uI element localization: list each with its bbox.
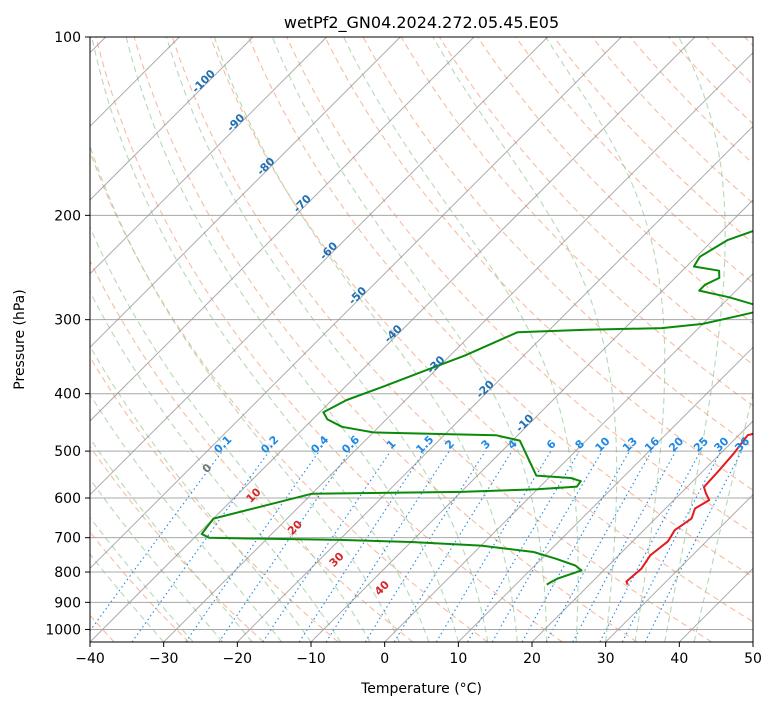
mixing-ratio-line: [491, 450, 603, 642]
background-lines: [90, 37, 753, 642]
isotherm: [90, 37, 475, 422]
isotherm: [531, 420, 753, 642]
x-tick-label: 0: [380, 651, 389, 667]
dry-adiabat: [629, 37, 753, 165]
y-tick-label: 1000: [45, 622, 81, 638]
dry-adiabat: [400, 37, 753, 407]
mixing-ratio-line: [393, 450, 513, 642]
dry-adiabat: [133, 37, 638, 642]
moist-adiabat: [90, 290, 341, 642]
moist-adiabat: [90, 393, 282, 642]
moist-adiabat: [90, 478, 224, 642]
dry-adiabat: [209, 37, 753, 623]
moist-adiabat: [271, 37, 548, 642]
profiles: [200, 229, 753, 586]
y-tick-label: 600: [54, 491, 81, 507]
x-axis-label: Temperature (°C): [360, 681, 482, 697]
x-tick-label: 20: [523, 651, 541, 667]
y-tick-label: 800: [54, 565, 81, 581]
dry-adiabat: [95, 37, 563, 642]
mixing-ratio-line: [298, 450, 425, 642]
isotherm: [90, 37, 622, 570]
isotherm: [384, 272, 753, 642]
isotherm: [90, 37, 696, 642]
moist-adiabat: [125, 37, 459, 642]
dry-adiabat: [90, 259, 414, 642]
isotherm: [90, 37, 328, 275]
moist-adiabat: [90, 437, 253, 642]
moist-adiabat: [432, 37, 618, 642]
y-tick-label: 400: [54, 387, 81, 403]
moist-adiabat: [165, 37, 489, 642]
moist-adiabat: [90, 516, 194, 642]
moist-adiabat: [693, 391, 753, 642]
mixing-ratio-line: [325, 450, 450, 642]
y-tick-label: 200: [54, 208, 81, 224]
dry-adiabat: [171, 37, 712, 642]
moist-adiabat: [664, 37, 726, 642]
mixing-ratio-line: [364, 450, 486, 642]
y-tick-label: 100: [54, 30, 81, 46]
mixing-ratio-line: [185, 450, 320, 642]
moist-adiabat: [91, 37, 430, 642]
y-tick-label: 300: [54, 313, 81, 329]
y-axis-label: Pressure (hPa): [12, 289, 28, 389]
mixing-ratio-line: [90, 450, 223, 632]
x-tick-label: 40: [670, 651, 688, 667]
isotherm: [457, 346, 753, 642]
dewpoint-profile: [200, 229, 753, 586]
mixing-ratio-line: [467, 450, 580, 642]
dry-adiabat: [90, 445, 264, 642]
isotherm: [90, 37, 549, 496]
x-tick-label: −40: [75, 651, 105, 667]
dry-adiabat: [477, 37, 753, 325]
plot-frame: [89, 36, 754, 643]
isotherm: [163, 51, 753, 642]
y-tick-label: 500: [54, 444, 81, 460]
x-tick-label: −20: [223, 651, 253, 667]
mixing-ratio-line: [521, 450, 630, 642]
mixing-ratio-line: [435, 450, 552, 642]
temperature-profile: [625, 432, 753, 585]
isotherm: [90, 37, 254, 201]
y-tick-label: 700: [54, 531, 81, 547]
x-tick-label: −30: [149, 651, 179, 667]
mixing-ratio-line: [572, 450, 677, 642]
moist-adiabat: [545, 37, 666, 642]
moist-adiabat: [213, 37, 518, 642]
x-tick-label: 50: [744, 651, 762, 667]
dry-adiabat: [324, 37, 753, 491]
isotherm: [605, 493, 753, 642]
y-tick-label: 900: [54, 595, 81, 611]
x-tick-label: −10: [296, 651, 326, 667]
dry-adiabat: [248, 37, 753, 578]
moist-adiabat: [90, 553, 165, 642]
moist-adiabat: [90, 225, 371, 642]
isotherm: [236, 125, 753, 642]
dry-adiabat: [591, 37, 753, 204]
chart-title: wetPf2_GN04.2024.272.05.45.E05: [284, 13, 559, 33]
isotherm: [90, 37, 401, 349]
x-tick-label: 10: [449, 651, 467, 667]
axis-ticks: −40 −30 −20 −10 0 10 20 30 40 50 100 200 300 400 500 60…: [45, 30, 762, 667]
dry-adiabat: [515, 37, 753, 284]
x-tick-label: 30: [597, 651, 615, 667]
mixing-ratio-line: [131, 450, 270, 642]
